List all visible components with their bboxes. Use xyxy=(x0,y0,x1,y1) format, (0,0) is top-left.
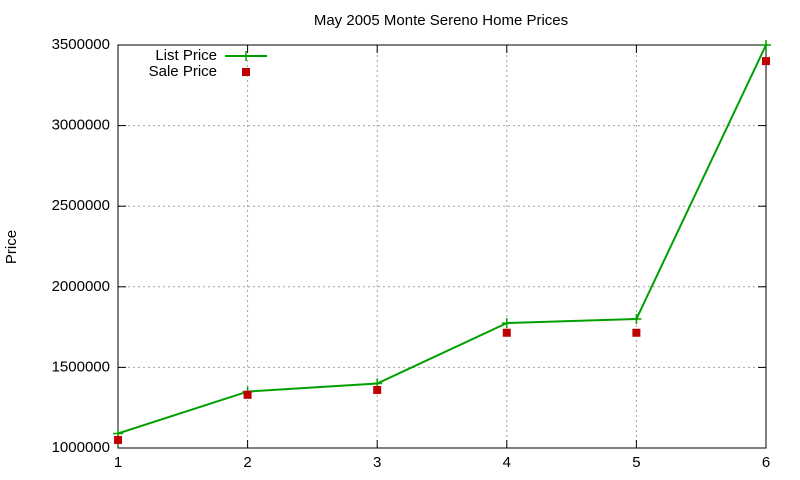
point xyxy=(501,318,512,329)
y-tick-label: 3000000 xyxy=(52,117,110,134)
x-tick-label: 2 xyxy=(243,454,251,471)
y-tick-label: 1500000 xyxy=(52,358,110,375)
y-tick-label: 3500000 xyxy=(52,36,110,53)
point xyxy=(243,390,252,399)
x-tick-label: 6 xyxy=(762,454,770,471)
point xyxy=(502,328,511,337)
y-axis-label: Price xyxy=(3,230,20,264)
y-tick-label: 1000000 xyxy=(52,439,110,456)
legend-marker xyxy=(242,68,250,76)
point xyxy=(631,314,642,325)
legend-label: Sale Price xyxy=(149,63,217,80)
point xyxy=(373,385,382,394)
y-tick-label: 2500000 xyxy=(52,197,110,214)
chart-title: May 2005 Monte Sereno Home Prices xyxy=(314,12,568,29)
y-tick-label: 2000000 xyxy=(52,278,110,295)
point xyxy=(114,435,122,444)
x-tick-label: 3 xyxy=(373,454,381,471)
legend-marker xyxy=(241,51,251,61)
x-tick-label: 4 xyxy=(503,454,511,471)
legend-label: List Price xyxy=(155,47,217,64)
series-line xyxy=(117,44,767,435)
point xyxy=(762,57,770,66)
x-tick-label: 1 xyxy=(114,454,122,471)
point xyxy=(761,40,771,50)
x-tick-label: 5 xyxy=(632,454,640,471)
plot-border xyxy=(117,44,767,449)
point xyxy=(632,328,641,337)
